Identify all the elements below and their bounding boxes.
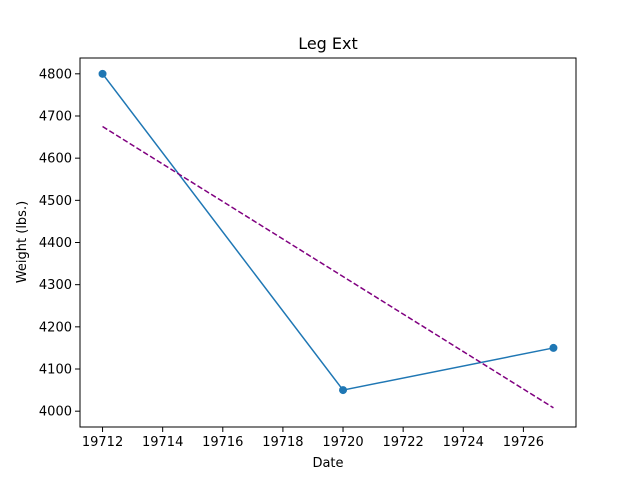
series-layer xyxy=(98,69,558,409)
y-tick-label: 4200 xyxy=(39,320,72,335)
x-tick-label: 19720 xyxy=(322,435,363,450)
x-tick-label: 19726 xyxy=(503,435,544,450)
x-tick-label: 19712 xyxy=(82,435,123,450)
data-point xyxy=(549,343,558,352)
y-tick-label: 4400 xyxy=(39,236,72,251)
x-tick-label: 19714 xyxy=(142,435,183,450)
trend-line xyxy=(102,125,554,409)
y-tick-label: 4000 xyxy=(39,405,72,420)
x-tick-label: 19724 xyxy=(443,435,484,450)
x-tick-label: 19718 xyxy=(262,435,303,450)
y-axis-label: Weight (lbs.) xyxy=(15,201,30,283)
y-tick-label: 4100 xyxy=(39,363,72,378)
data-point xyxy=(98,69,107,78)
y-tick-label: 4300 xyxy=(39,278,72,293)
y-tick-label: 4600 xyxy=(39,152,72,167)
chart-title: Leg Ext xyxy=(298,34,358,53)
y-tick-label: 4500 xyxy=(39,194,72,209)
x-tick-label: 19722 xyxy=(382,435,423,450)
data-point xyxy=(339,386,348,395)
x-tick-label: 19716 xyxy=(202,435,243,450)
x-axis-label: Date xyxy=(312,456,343,471)
y-tick-label: 4700 xyxy=(39,109,72,124)
y-tick-label: 4800 xyxy=(39,67,72,82)
x-axis: 19712 19714 19716 19718 19720 19722 19724 19726 xyxy=(82,427,544,450)
y-axis: 4000 4100 4200 4300 4400 4500 4600 4700 4800 xyxy=(39,67,80,420)
